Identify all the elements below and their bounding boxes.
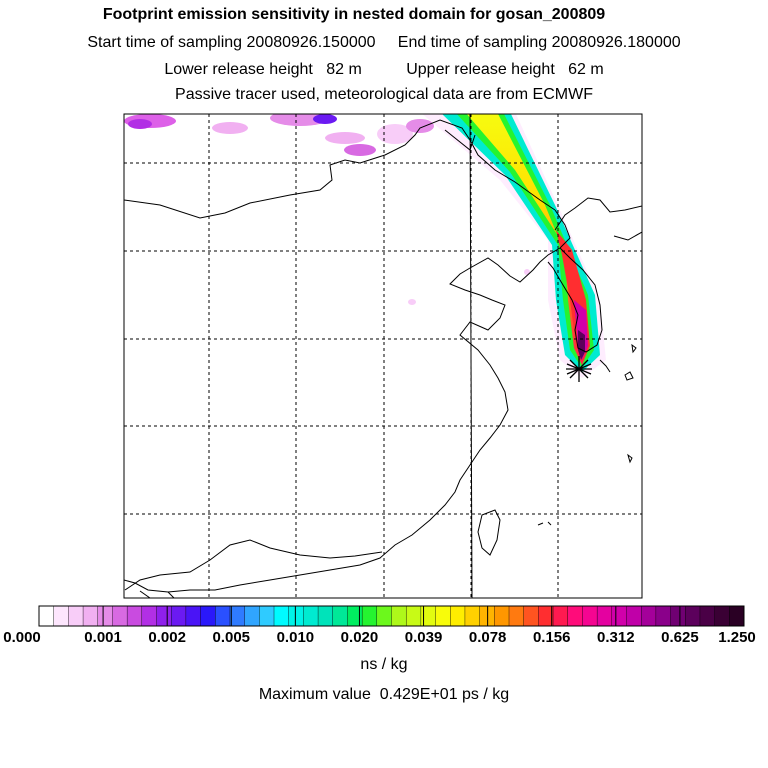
colorbar-cell xyxy=(303,605,319,627)
colorbar-cell xyxy=(288,605,304,627)
colorbar-cell xyxy=(670,605,686,627)
colorbar-cell xyxy=(170,605,187,627)
colorbar-cell xyxy=(97,605,113,627)
colorbar-cell xyxy=(229,605,246,627)
colorbar-cell xyxy=(141,605,157,627)
colorbar-tick-label: 0.078 xyxy=(468,629,507,646)
colorbar-cell xyxy=(38,605,55,627)
coastlines xyxy=(124,114,642,598)
colorbar-cell xyxy=(523,605,539,627)
colorbar-cell xyxy=(435,605,451,627)
colorbar-cell xyxy=(655,605,672,627)
maximum-value-label: Maximum value 0.429E+01 ps / kg xyxy=(258,686,510,703)
colorbar-cell xyxy=(82,605,99,627)
colorbar-tick-label: 0.039 xyxy=(404,629,443,646)
colorbar-cell xyxy=(685,605,701,627)
colorbar-cell xyxy=(391,605,407,627)
colorbar-tick-label: 0.005 xyxy=(212,629,251,646)
colorbar-cell xyxy=(508,605,525,627)
colorbar-cell xyxy=(361,605,378,627)
colorbar-cell xyxy=(200,605,216,627)
colorbar-cell xyxy=(729,605,745,627)
colorbar-cell xyxy=(699,605,716,627)
colorbar-tick-label: 0.156 xyxy=(532,629,571,646)
colorbar-cell xyxy=(53,605,69,627)
colorbar-cell xyxy=(259,605,275,627)
colorbar-cell xyxy=(112,605,128,627)
colorbar-cell xyxy=(538,605,554,627)
star-icon xyxy=(566,356,592,382)
colorbar-tick-label: 0.010 xyxy=(276,629,315,646)
colorbar-cell xyxy=(552,605,569,627)
colorbar-unit: ns / kg xyxy=(360,656,408,673)
colorbar-tick-label: 0.001 xyxy=(84,629,122,646)
colorbar-cell xyxy=(376,605,392,627)
colorbar-tick-label: 0.020 xyxy=(340,629,379,646)
sampling-time-line: Start time of sampling 20080926.150000 E… xyxy=(87,34,681,51)
colorbar-cell xyxy=(185,605,202,627)
colorbar-cell xyxy=(126,605,143,627)
colorbar-tick-label: 1.250 xyxy=(718,629,756,646)
colorbar-cell xyxy=(450,605,466,627)
colorbar-cell xyxy=(68,605,84,627)
colorbar-tick-label: 0.002 xyxy=(148,629,186,646)
colorbar-cell xyxy=(714,605,730,627)
lat-lon-grid xyxy=(124,114,642,598)
colorbar-cell xyxy=(273,605,290,627)
colorbar xyxy=(38,605,745,627)
colorbar-cell xyxy=(405,605,422,627)
colorbar-cell xyxy=(640,605,657,627)
colorbar-cell xyxy=(479,605,495,627)
colorbar-cell xyxy=(156,605,172,627)
colorbar-cell xyxy=(244,605,260,627)
tracer-info-line: Passive tracer used, meteorological data… xyxy=(175,86,593,103)
colorbar-tick-label: 0.000 xyxy=(3,629,41,646)
colorbar-cell xyxy=(494,605,510,627)
colorbar-cell xyxy=(567,605,583,627)
colorbar-cell xyxy=(626,605,642,627)
colorbar-cell xyxy=(215,605,231,627)
emission-patches xyxy=(124,114,530,305)
colorbar-cell xyxy=(582,605,598,627)
colorbar-cell xyxy=(347,605,363,627)
colorbar-cell xyxy=(332,605,348,627)
colorbar-tick-label: 0.312 xyxy=(597,629,635,646)
colorbar-tick-label: 0.625 xyxy=(661,629,699,646)
colorbar-cell xyxy=(317,605,334,627)
release-height-line: Lower release height 82 m Upper release … xyxy=(164,61,604,78)
map-frame xyxy=(123,113,643,599)
map-title: Footprint emission sensitivity in nested… xyxy=(102,6,606,23)
colorbar-cell xyxy=(464,605,481,627)
colorbar-cell xyxy=(611,605,627,627)
colorbar-cell xyxy=(596,605,613,627)
